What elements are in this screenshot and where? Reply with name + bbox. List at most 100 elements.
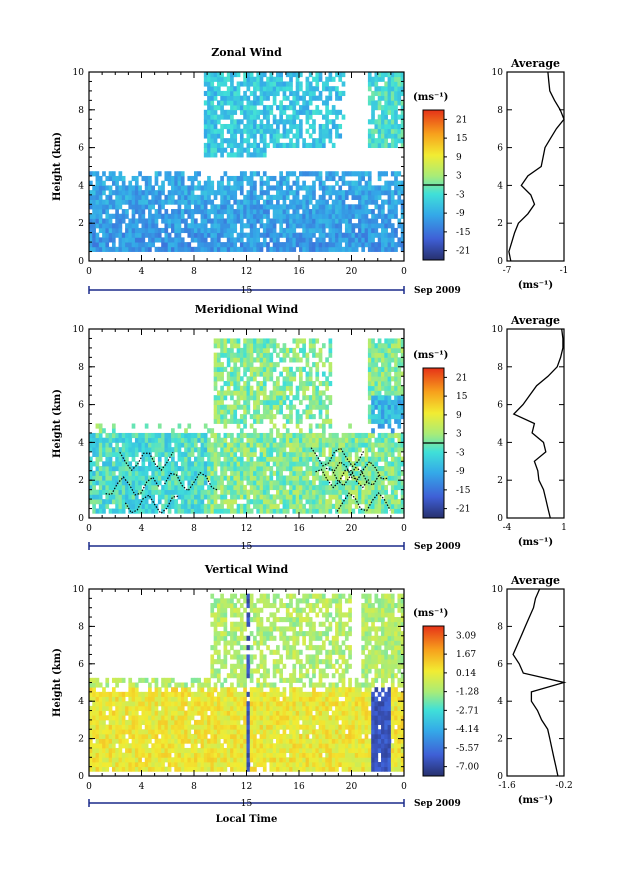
heatmap-cell bbox=[367, 447, 372, 453]
heatmap-cell bbox=[321, 128, 326, 134]
heatmap-cell bbox=[190, 213, 195, 219]
heatmap-cell bbox=[308, 237, 313, 243]
heatmap-cell bbox=[381, 114, 385, 120]
heatmap-cell bbox=[89, 218, 93, 224]
heatmap-cell bbox=[390, 470, 395, 476]
heatmap-cell bbox=[390, 128, 395, 134]
heatmap-cell bbox=[374, 223, 379, 229]
heatmap-cell bbox=[384, 199, 388, 205]
heatmap-cell bbox=[272, 100, 277, 106]
heatmap-cell bbox=[128, 204, 133, 210]
heatmap-cell bbox=[262, 347, 267, 354]
heatmap-cell bbox=[128, 503, 133, 509]
heatmap-cell bbox=[98, 503, 103, 509]
heatmap-cell bbox=[371, 95, 375, 101]
heatmap-cell bbox=[253, 209, 257, 215]
heatmap-cell bbox=[384, 185, 388, 191]
heatmap-cell bbox=[239, 470, 244, 476]
heatmap-cell bbox=[331, 246, 336, 252]
heatmap-cell bbox=[390, 475, 395, 481]
heatmap-cell bbox=[171, 499, 175, 505]
heatmap-cell bbox=[233, 414, 238, 420]
heatmap-cell bbox=[243, 489, 247, 495]
heatmap-cell bbox=[230, 466, 234, 472]
heatmap-cell bbox=[180, 190, 185, 196]
heatmap-cell bbox=[171, 209, 175, 215]
heatmap-cell bbox=[289, 385, 293, 391]
heatmap-cell bbox=[171, 738, 175, 744]
heatmap-cell bbox=[361, 185, 366, 191]
heatmap-cell bbox=[243, 380, 247, 387]
heatmap-cell bbox=[295, 437, 300, 443]
heatmap-cell bbox=[292, 494, 297, 500]
heatmap-cell bbox=[167, 705, 172, 711]
heatmap-cell bbox=[259, 352, 264, 358]
heatmap-cell bbox=[374, 194, 379, 200]
heatmap-cell bbox=[338, 199, 343, 205]
heatmap-cell bbox=[302, 180, 306, 186]
heatmap-cell bbox=[381, 72, 385, 78]
heatmap-cell bbox=[321, 489, 326, 495]
heatmap-cell bbox=[134, 190, 139, 196]
heatmap-cell bbox=[305, 142, 310, 149]
heatmap-cell bbox=[154, 701, 159, 707]
heatmap-cell bbox=[164, 227, 169, 234]
heatmap-cell bbox=[262, 414, 267, 420]
heatmap-cell bbox=[358, 489, 362, 495]
heatmap-cell bbox=[246, 232, 251, 238]
heatmap-cell bbox=[259, 81, 264, 87]
heatmap-cell bbox=[262, 133, 267, 139]
profile-y-tick-label: 10 bbox=[492, 325, 504, 335]
heatmap-cell bbox=[171, 447, 175, 453]
profile-y-tick-label: 6 bbox=[497, 144, 503, 154]
heatmap-cell bbox=[115, 738, 119, 744]
heatmap-cell bbox=[220, 227, 224, 234]
heatmap-cell bbox=[269, 81, 274, 87]
heatmap-cell bbox=[171, 227, 175, 234]
heatmap-cell bbox=[246, 437, 251, 443]
heatmap-cell bbox=[213, 114, 218, 120]
heatmap-cell bbox=[131, 442, 136, 448]
heatmap-cell bbox=[246, 138, 251, 144]
heatmap-cell bbox=[121, 729, 126, 735]
heatmap-cell bbox=[207, 213, 211, 219]
heatmap-cell bbox=[367, 175, 372, 182]
heatmap-cell bbox=[295, 385, 300, 391]
heatmap-cell bbox=[282, 395, 287, 401]
heatmap-cell bbox=[167, 442, 172, 448]
heatmap-cell bbox=[187, 209, 192, 215]
heatmap-cell bbox=[262, 72, 267, 78]
heatmap-cell bbox=[148, 761, 152, 768]
heatmap-cell bbox=[102, 437, 106, 443]
heatmap-cell bbox=[292, 404, 297, 410]
y-axis-label: Height (km) bbox=[52, 389, 63, 458]
heatmap-cell bbox=[328, 128, 333, 134]
heatmap-cell bbox=[338, 95, 343, 101]
colorbar-unit: (ms⁻¹) bbox=[413, 350, 448, 361]
heatmap-cell bbox=[344, 484, 349, 491]
heatmap-cell bbox=[318, 90, 323, 97]
heatmap-cell bbox=[92, 705, 96, 711]
heatmap-cell bbox=[282, 499, 287, 505]
heatmap-cell bbox=[269, 204, 274, 210]
heatmap-cell bbox=[174, 213, 178, 219]
heatmap-cell bbox=[239, 480, 244, 486]
heatmap-cell bbox=[266, 209, 270, 215]
heatmap-cell bbox=[184, 499, 188, 505]
heatmap-cell bbox=[171, 494, 175, 500]
colorbar-tick-label: -15 bbox=[456, 228, 471, 238]
heatmap-cell bbox=[161, 682, 165, 688]
heatmap-cell bbox=[374, 470, 379, 476]
heatmap-cell bbox=[190, 223, 195, 229]
heatmap-cell bbox=[302, 447, 306, 453]
heatmap-cell bbox=[259, 119, 264, 125]
heatmap-cell bbox=[161, 227, 165, 234]
heatmap-cell bbox=[226, 357, 231, 363]
heatmap-cell bbox=[253, 128, 257, 134]
heatmap-cell bbox=[148, 447, 152, 453]
heatmap-cell bbox=[308, 133, 313, 139]
heatmap-cell bbox=[190, 489, 195, 495]
heatmap-cell bbox=[318, 109, 323, 115]
heatmap-cell bbox=[292, 357, 297, 363]
heatmap-cell bbox=[348, 246, 352, 252]
